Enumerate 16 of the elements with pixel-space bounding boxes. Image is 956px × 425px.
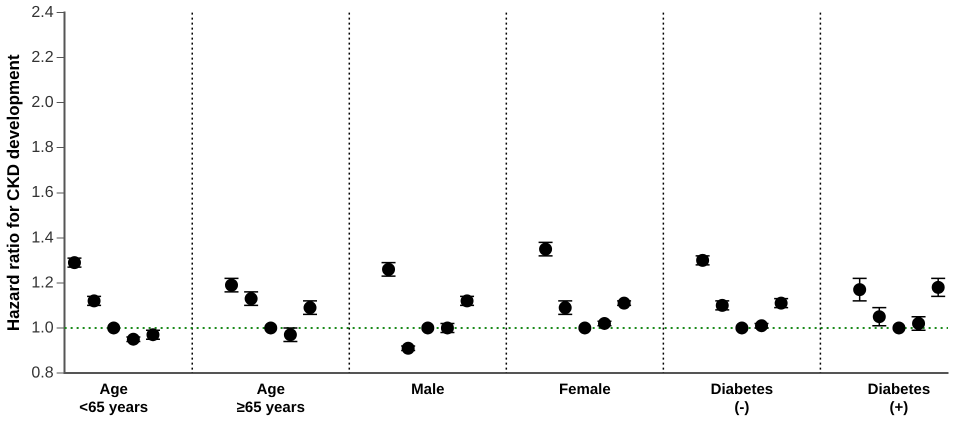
x-tick-label: Female [558,381,611,398]
x-tick-label: Age ≥65 years [236,381,305,416]
y-axis-title: Hazard ratio for CKD development [4,54,23,332]
y-tick-label: 1.2 [31,274,54,292]
x-tick-label: Male [411,381,444,398]
x-tick-label: Diabetes (-) [710,381,774,416]
y-tick-label: 2.2 [31,49,54,66]
x-tick-label: Diabetes (+) [868,381,930,416]
y-tick-label: 1.4 [31,229,54,246]
y-tick-label: 1.6 [31,184,54,202]
y-tick-label: 1.0 [31,319,54,336]
y-tick-label: 0.8 [31,364,54,382]
y-tick-label: 2.0 [31,94,54,112]
y-tick-label: 1.8 [31,139,54,156]
x-tick-label: Age <65 years [79,381,148,416]
y-tick-label: 2.4 [31,4,54,22]
